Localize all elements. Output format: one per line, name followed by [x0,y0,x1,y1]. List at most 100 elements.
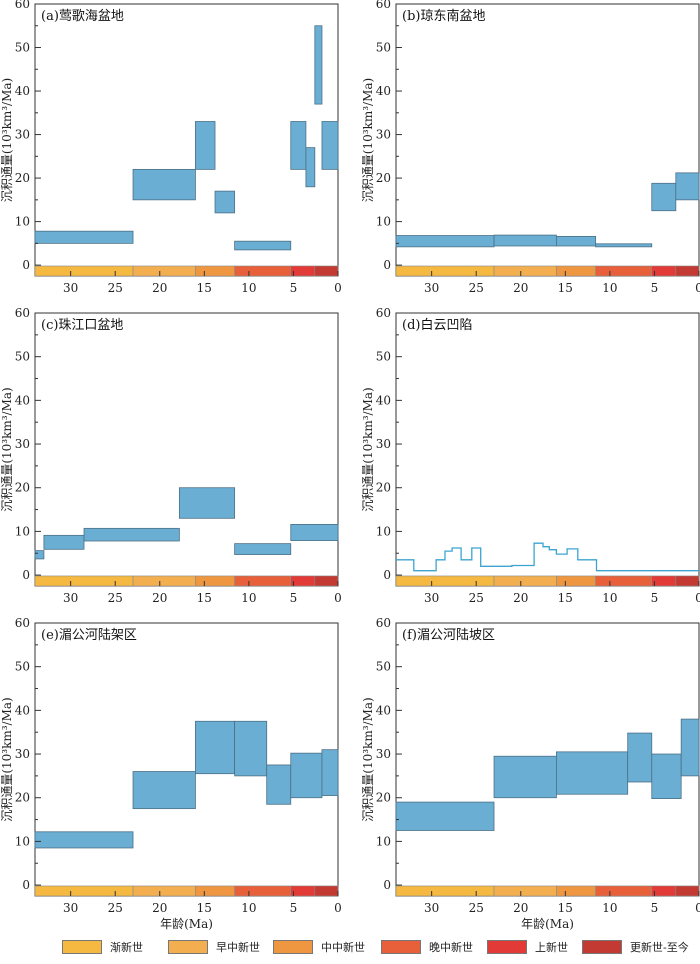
flux-bar-4 [651,753,682,799]
legend-item-late-miocene: 晚中新世 [381,930,473,964]
ytick-label-6: 60 [376,306,391,320]
ytick-label-0: 0 [383,258,391,272]
ytick-label-4: 40 [376,393,391,407]
legend: 渐新世 早中新世 中中新世 晚中新世 上新世 更新世-至今 [0,930,700,964]
flux-bar-8 [321,121,339,170]
xtick-label-3: 15 [558,591,573,605]
flux-bar-5 [290,524,339,541]
xtick-label-1: 25 [108,591,123,605]
xtick-label-4: 10 [602,901,617,915]
flux-bar-1 [493,755,557,799]
xtick-label-0: 30 [424,901,439,915]
xtick-label-4: 10 [241,591,256,605]
panel-title: (c)珠江口盆地 [41,318,123,333]
epoch-band-2 [556,575,596,587]
legend-swatch-pliocene [487,940,527,954]
plot-frame [395,3,700,277]
ytick-label-3: 30 [15,437,30,451]
ytick-label-0: 0 [383,568,391,582]
ytick-label-5: 50 [376,660,391,674]
epoch-band-1 [132,265,196,277]
flux-bar-1 [132,771,196,810]
epoch-band-4 [651,575,677,587]
y-axis-title: 沉积通量(10³km³/Ma) [361,78,375,202]
xtick-label-2: 20 [152,281,167,295]
flux-bar-2 [195,121,216,170]
epoch-band-5 [675,575,700,587]
xtick-label-6: 0 [334,281,342,295]
xtick-label-5: 5 [651,281,659,295]
epoch-band-5 [675,265,700,277]
ytick-label-2: 20 [376,481,391,495]
xtick-label-0: 30 [63,281,78,295]
xtick-label-2: 20 [152,901,167,915]
panel-title: (d)白云凹陷 [402,317,472,333]
epoch-band-3 [234,265,292,277]
panel-title: (f)湄公河陆坡区 [402,627,495,643]
epoch-band-0 [395,575,495,587]
ytick-label-6: 60 [376,0,391,11]
x-axis-title: 年龄(Ma) [521,917,574,931]
epoch-band-5 [675,885,700,897]
ytick-label-2: 20 [15,171,30,185]
epoch-band-1 [132,885,196,897]
epoch-band-0 [395,885,495,897]
ytick-label-5: 50 [15,350,30,364]
y-axis-title: 沉积通量(10³km³/Ma) [361,387,375,511]
legend-label-late-miocene: 晚中新世 [429,941,473,954]
xtick-label-4: 10 [241,281,256,295]
flux-bar-0 [34,230,134,244]
plot-frame [395,312,700,587]
epoch-band-5 [314,265,339,277]
legend-swatch-early-miocene [168,940,208,954]
xtick-label-6: 0 [695,901,700,915]
epoch-band-2 [195,265,235,277]
xtick-label-2: 20 [513,901,528,915]
legend-label-pleistocene: 更新世-至今 [630,941,689,954]
flux-bar-2 [195,720,236,775]
xtick-label-0: 30 [63,901,78,915]
xtick-label-3: 15 [197,591,212,605]
legend-swatch-oligocene [62,940,102,954]
xtick-label-3: 15 [197,901,212,915]
flux-bar-3 [234,720,268,777]
xtick-label-2: 20 [513,281,528,295]
flux-bar-5 [680,718,700,777]
ytick-label-1: 10 [15,215,30,229]
ytick-label-0: 0 [22,878,30,892]
epoch-band-4 [290,265,316,277]
flux-bar-1 [43,534,85,550]
epoch-band-1 [132,575,196,587]
xtick-label-5: 5 [290,591,298,605]
epoch-band-2 [556,885,596,897]
xtick-label-0: 30 [424,281,439,295]
epoch-band-0 [34,885,134,897]
ytick-label-4: 40 [15,84,30,98]
xtick-label-1: 25 [469,591,484,605]
panel-title: (a)莺歌海盆地 [41,9,124,24]
epoch-band-3 [234,575,292,587]
flux-bar-2 [556,751,629,795]
ytick-label-5: 50 [376,41,391,55]
epoch-band-3 [234,885,292,897]
epoch-band-4 [290,885,316,897]
y-axis-title: 沉积通量(10³km³/Ma) [361,697,375,821]
epoch-band-4 [651,265,677,277]
xtick-label-4: 10 [241,901,256,915]
ytick-label-1: 10 [376,524,391,538]
ytick-label-5: 50 [15,660,30,674]
xtick-label-4: 10 [602,281,617,295]
flux-bar-0 [395,235,495,248]
legend-item-middle-miocene: 中中新世 [273,930,365,964]
xtick-label-0: 30 [424,591,439,605]
epoch-band-2 [195,575,235,587]
xtick-label-1: 25 [469,281,484,295]
flux-bar-6 [321,749,339,796]
flux-line [396,542,699,572]
xtick-label-6: 0 [695,281,700,295]
flux-bar-0 [34,550,45,560]
